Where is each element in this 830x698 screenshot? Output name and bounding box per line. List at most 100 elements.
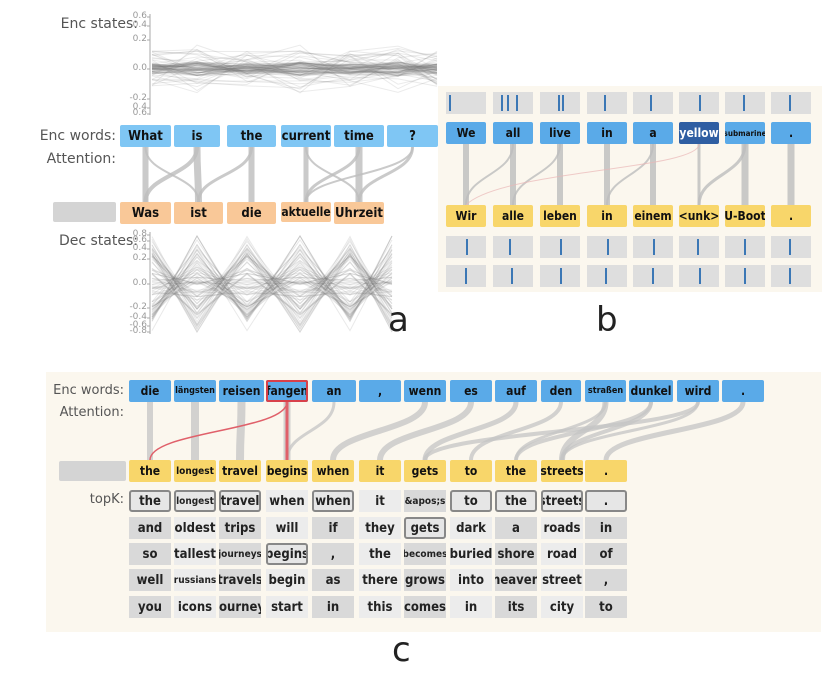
topk-cell: roads: [541, 517, 583, 539]
dec-start-token: [53, 202, 116, 222]
dec-state-line: [151, 274, 393, 290]
dec-state-line: [151, 262, 393, 319]
enc-state-tick: 0.6: [132, 108, 147, 118]
enc-state-line: [151, 62, 438, 73]
enc-words-label: Enc words:: [39, 128, 116, 144]
enc-state-line: [151, 61, 438, 74]
state-marker: [562, 95, 564, 111]
enc-state-line: [151, 62, 438, 76]
enc-state-line: [151, 61, 438, 73]
enc-states-label: Enc states:: [60, 16, 138, 32]
topk-cell: into: [450, 569, 492, 591]
enc-word-token: fangen: [266, 380, 308, 402]
dec-state-cell: [679, 236, 719, 258]
dec-state-line: [151, 254, 393, 302]
enc-state-tick: -0.2: [129, 93, 147, 103]
attention-link: [514, 401, 607, 461]
topk-cell: shore: [495, 543, 537, 565]
dec-state-line: [151, 277, 393, 285]
state-marker: [744, 268, 746, 284]
enc-state-line: [151, 50, 438, 84]
topk-cell: icons: [174, 596, 216, 618]
dec-state-line: [151, 255, 393, 311]
topk-cell: comes: [404, 596, 446, 618]
attention-link: [560, 401, 700, 461]
dec-state-tick: 0.8: [132, 229, 147, 239]
state-marker: [516, 95, 518, 111]
enc-state-line: [151, 61, 438, 83]
dec-state-line: [151, 234, 393, 323]
dec-state-cell: [540, 265, 580, 287]
dec-state-line: [151, 272, 393, 307]
enc-word-token: ,: [359, 380, 401, 402]
enc-state-line: [151, 44, 438, 93]
enc-state-line: [151, 65, 438, 76]
dec-state-line: [151, 269, 393, 303]
topk-cell: in: [450, 596, 492, 618]
dec-state-line: [151, 255, 393, 305]
dec-state-line: [151, 269, 393, 297]
dec-state-line: [151, 273, 393, 316]
topk-cell: journeys: [219, 543, 261, 565]
enc-state-line: [151, 63, 438, 74]
topk-cell: road: [541, 543, 583, 565]
topk-cell: ,: [312, 543, 354, 565]
dec-state-line: [151, 260, 393, 310]
topk-cell: trips: [219, 517, 261, 539]
enc-state-line: [151, 64, 438, 77]
enc-word-token: wird: [677, 380, 719, 402]
topk-cell: buried: [450, 543, 492, 565]
enc-state-line: [151, 61, 438, 75]
dec-state-cell: [725, 265, 765, 287]
enc-word-token: ?: [387, 125, 438, 147]
enc-state-cell: [540, 92, 580, 114]
dec-state-line: [151, 256, 393, 308]
dec-state-cell: [446, 236, 486, 258]
dec-state-line: [151, 249, 393, 313]
topk-cell: gets: [404, 517, 446, 539]
topk-cell: its: [495, 596, 537, 618]
c-enc-words-label: Enc words:: [53, 383, 124, 398]
dec-state-line: [151, 268, 393, 292]
enc-state-line: [151, 59, 438, 85]
topk-cell: begins: [266, 543, 308, 565]
topk-cell: grows: [404, 569, 446, 591]
enc-word-token: wenn: [404, 380, 446, 402]
dec-state-line: [151, 259, 393, 296]
attention-link-selected: [149, 401, 288, 461]
dec-state-cell: [725, 236, 765, 258]
attention-link: [603, 401, 746, 461]
dec-word-token: the: [129, 460, 171, 482]
topk-cell: to: [450, 490, 492, 512]
attention-link: [305, 146, 360, 203]
topk-cell: in: [312, 596, 354, 618]
topk-cell: they: [359, 517, 401, 539]
dec-state-line: [151, 271, 393, 316]
state-marker: [511, 268, 513, 284]
attention-link: [465, 143, 514, 206]
enc-word-token: a: [633, 122, 673, 144]
dec-state-line: [151, 272, 393, 315]
state-marker: [466, 239, 468, 255]
dec-state-line: [151, 253, 393, 310]
dec-state-cell: [633, 265, 673, 287]
enc-state-line: [151, 64, 438, 72]
topk-cell: a: [495, 517, 537, 539]
enc-state-line: [151, 62, 438, 77]
dec-state-tick: -0.4: [129, 312, 147, 322]
dec-state-line: [151, 280, 393, 308]
c-dec-start-token: [59, 461, 126, 481]
enc-state-line: [151, 66, 438, 76]
dec-state-line: [151, 256, 393, 318]
enc-word-token: is: [174, 125, 220, 147]
enc-state-line: [151, 64, 438, 77]
enc-state-line: [151, 45, 438, 94]
enc-state-line: [151, 61, 438, 77]
dec-state-cell: [446, 265, 486, 287]
enc-state-line: [151, 61, 438, 74]
dec-state-line: [151, 281, 393, 285]
state-marker: [607, 239, 609, 255]
enc-state-line: [151, 63, 438, 72]
state-marker: [697, 239, 699, 255]
enc-state-line: [151, 61, 438, 70]
